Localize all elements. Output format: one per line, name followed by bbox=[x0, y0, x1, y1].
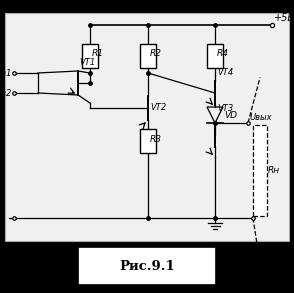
Bar bbox=[207, 44, 223, 68]
Text: Uвых: Uвых bbox=[250, 113, 273, 122]
Text: VT4: VT4 bbox=[217, 68, 233, 77]
Bar bbox=[82, 44, 98, 68]
Text: VD: VD bbox=[224, 110, 237, 120]
Bar bbox=[140, 44, 156, 68]
Text: Uв҅1: Uв҅1 bbox=[0, 69, 12, 78]
Text: Rн: Rн bbox=[268, 166, 280, 175]
Bar bbox=[253, 125, 267, 216]
Text: Uв҅2: Uв҅2 bbox=[0, 88, 12, 98]
Bar bbox=[78, 247, 216, 285]
Bar bbox=[140, 129, 156, 153]
Text: R3: R3 bbox=[150, 134, 162, 144]
Text: VT2: VT2 bbox=[150, 103, 166, 113]
Text: VT3: VT3 bbox=[217, 104, 233, 113]
Text: Рис.9.1: Рис.9.1 bbox=[119, 260, 175, 272]
Bar bbox=[5, 13, 289, 241]
Text: R2: R2 bbox=[150, 50, 162, 59]
Text: VT1: VT1 bbox=[79, 58, 95, 67]
Text: R4: R4 bbox=[217, 50, 229, 59]
Text: R1: R1 bbox=[92, 50, 104, 59]
Text: +5B: +5B bbox=[274, 13, 294, 23]
